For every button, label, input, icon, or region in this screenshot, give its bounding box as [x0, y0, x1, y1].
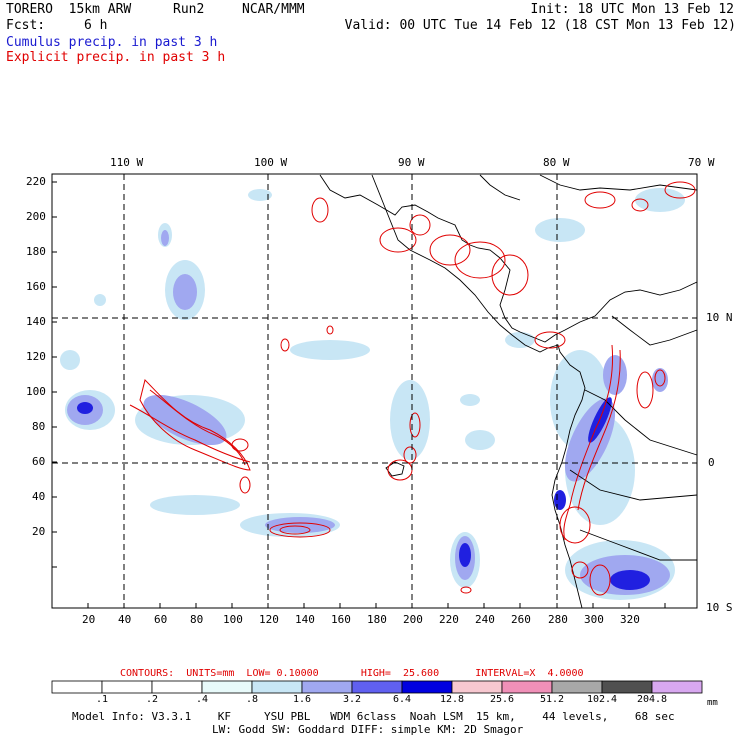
colorbar-label: 3.2	[342, 694, 362, 705]
lon-label-70w: 70 W	[688, 156, 715, 169]
x-tick-label: 180	[367, 613, 387, 626]
x-tick-label: 120	[259, 613, 279, 626]
y-tick-label: 220	[26, 175, 46, 188]
lat-label-10n: 10 N	[706, 311, 733, 324]
colorbar-label: 12.8	[439, 694, 465, 705]
y-tick-label: 40	[32, 490, 46, 503]
x-tick-label: 200	[403, 613, 423, 626]
x-tick-label: 80	[190, 613, 204, 626]
y-tick-label: 160	[26, 280, 46, 293]
colorbar-swatch	[351, 680, 403, 694]
x-tick-label: 140	[295, 613, 315, 626]
colorbar-label: 102.4	[586, 694, 618, 705]
x-tick-label: 280	[548, 613, 568, 626]
y-tick-label: 80	[32, 420, 46, 433]
lat-label-10s: 10 S	[706, 601, 733, 614]
colorbar-unit: mm	[707, 698, 718, 708]
colorbar-label: .4	[195, 694, 209, 705]
lon-label-110w: 110 W	[110, 156, 144, 169]
colorbar-label: 25.6	[489, 694, 515, 705]
colorbar-label: .1	[95, 694, 109, 705]
colorbar	[51, 680, 703, 694]
y-tick-label: 120	[26, 350, 46, 363]
model-info: Model Info: V3.3.1 KF YSU PBL WDM 6class…	[72, 710, 675, 723]
y-tick-label: 20	[32, 525, 46, 538]
colorbar-swatch	[451, 680, 503, 694]
latlon-grid	[52, 174, 697, 608]
colorbar-swatch	[301, 680, 353, 694]
colorbar-swatch	[151, 680, 203, 694]
x-tick-label: 220	[439, 613, 459, 626]
colorbar-label: 6.4	[392, 694, 412, 705]
fcst-value: 6 h	[84, 18, 108, 33]
model-physics: LW: Godd SW: Goddard DIFF: simple KM: 2D…	[212, 723, 524, 736]
fcst-label: Fcst:	[6, 18, 46, 33]
colorbar-label: .2	[145, 694, 159, 705]
colorbar-label: 1.6	[292, 694, 312, 705]
y-tick-label: 140	[26, 315, 46, 328]
y-tick-label: 100	[26, 385, 46, 398]
run-label: Run2	[173, 2, 205, 17]
x-tick-label: 160	[331, 613, 351, 626]
legend-explicit: Explicit precip. in past 3 h	[6, 50, 226, 65]
model-title: TORERO 15km ARW	[6, 2, 132, 17]
x-tick-label: 300	[584, 613, 604, 626]
colorbar-swatch	[501, 680, 553, 694]
contours-info: CONTOURS: UNITS=mm LOW= 0.10000 HIGH= 25…	[120, 668, 584, 679]
colorbar-swatch	[101, 680, 153, 694]
lon-label-90w: 90 W	[398, 156, 425, 169]
x-tick-label: 60	[154, 613, 168, 626]
colorbar-swatch	[651, 680, 703, 694]
lon-label-80w: 80 W	[543, 156, 570, 169]
valid-time: Valid: 00 UTC Tue 14 Feb 12 (18 CST Mon …	[344, 18, 736, 33]
org-label: NCAR/MMM	[242, 2, 305, 17]
x-tick-label: 260	[511, 613, 531, 626]
colorbar-label: 204.8	[636, 694, 668, 705]
legend-cumulus: Cumulus precip. in past 3 h	[6, 35, 218, 50]
colorbar-label: .8	[245, 694, 259, 705]
y-tick-label: 60	[32, 455, 46, 468]
colorbar-swatch	[251, 680, 303, 694]
y-tick-label: 180	[26, 245, 46, 258]
y-tick-label: 200	[26, 210, 46, 223]
x-tick-label: 20	[82, 613, 96, 626]
x-tick-label: 40	[118, 613, 132, 626]
colorbar-swatch	[201, 680, 253, 694]
colorbar-swatch	[551, 680, 603, 694]
colorbar-label: 51.2	[539, 694, 565, 705]
colorbar-swatch	[401, 680, 453, 694]
x-tick-label: 240	[475, 613, 495, 626]
axis-ticks	[52, 181, 666, 608]
lon-label-100w: 100 W	[254, 156, 288, 169]
lat-label-0: 0	[708, 456, 715, 469]
explicit-precip-contours	[129, 181, 696, 596]
init-time: Init: 18 UTC Mon 13 Feb 12	[530, 2, 735, 17]
colorbar-swatch	[51, 680, 103, 694]
colorbar-swatch	[601, 680, 653, 694]
x-tick-label: 320	[620, 613, 640, 626]
x-tick-label: 100	[223, 613, 243, 626]
